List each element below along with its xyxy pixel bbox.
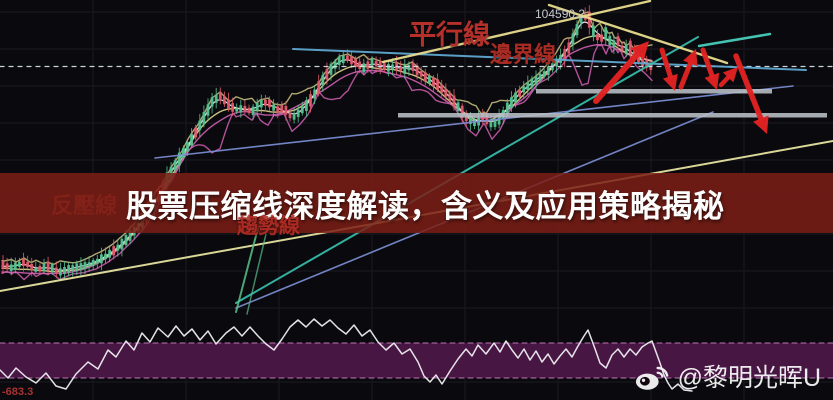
boundary-cyan-line [292,48,807,71]
green-steep-b-line [246,233,267,315]
periwinkle-1-line [154,85,794,159]
oscillator-line [0,318,693,392]
parallel-yellow-down-line [547,3,729,65]
green-steep-a-line [235,227,259,313]
bollinger-lower-pink [1,44,653,281]
arrow-head [630,41,649,61]
boundary-line-label: 邊界線 [490,42,557,67]
watermark-handle: @黎明光晖U [677,364,821,392]
arrow-shaft [659,47,673,79]
parallel-line-label: 平行線 [409,20,490,50]
weibo-icon [635,366,668,390]
page-title: 股票压缩线深度解读，含义及应用策略揭秘 [126,188,725,224]
arrow-head [722,67,738,83]
price-value-label: 104590.2 [535,7,586,21]
teal-top-segment-line [697,32,772,48]
parallel-yellow-up-line [381,0,652,64]
arrow-head [753,115,769,134]
arrow-head [683,49,698,67]
oscillator-value-label: -683.3 [2,386,34,398]
arrow-head [662,73,678,91]
teal-steep-line [235,36,699,304]
arrow-shaft [678,60,693,90]
title-banner: 股票压缩线深度解读，含义及应用策略揭秘 [0,173,833,233]
resistance-bar [398,113,827,118]
trend-line-label: 趨勢線 [237,215,300,238]
arrow-shaft [700,47,715,78]
arrow-shaft [718,75,731,88]
resistance-bar [536,89,772,94]
arrow-shaft [593,51,641,104]
watermark: @黎明光晖U [635,358,821,394]
arrow-head [704,72,720,90]
arrow-shaft [733,53,764,122]
